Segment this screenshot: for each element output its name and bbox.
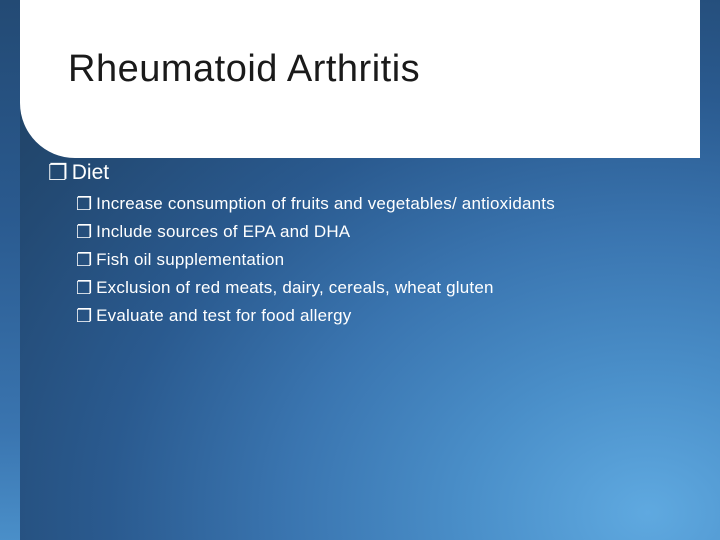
bullet-glyph: ❐ [76, 304, 92, 328]
bullet-level2: ❐ Increase consumption of fruits and veg… [76, 192, 700, 216]
bullet-level2: ❐ Fish oil supplementation [76, 248, 700, 272]
bullet-level1: ❐ Diet [48, 160, 700, 186]
bullet-glyph: ❐ [76, 220, 92, 244]
level2-text: Evaluate and test for food allergy [96, 304, 351, 328]
bullet-level2: ❐ Evaluate and test for food allergy [76, 304, 700, 328]
bullet-glyph: ❐ [48, 160, 68, 186]
bullet-glyph: ❐ [76, 276, 92, 300]
left-strip [0, 0, 20, 540]
level2-text: Fish oil supplementation [96, 248, 284, 272]
bullet-glyph: ❐ [76, 192, 92, 216]
content-area: ❐ Diet ❐ Increase consumption of fruits … [48, 160, 700, 332]
slide-container: Rheumatoid Arthritis ❐ Diet ❐ Increase c… [0, 0, 720, 540]
bullet-glyph: ❐ [76, 248, 92, 272]
slide-title: Rheumatoid Arthritis [68, 48, 420, 91]
level1-text: Diet [72, 160, 109, 186]
bullet-level2: ❐ Exclusion of red meats, dairy, cereals… [76, 276, 700, 300]
bullet-level2: ❐ Include sources of EPA and DHA [76, 220, 700, 244]
level2-text: Exclusion of red meats, dairy, cereals, … [96, 276, 494, 300]
level2-text: Increase consumption of fruits and veget… [96, 192, 555, 216]
level2-text: Include sources of EPA and DHA [96, 220, 350, 244]
